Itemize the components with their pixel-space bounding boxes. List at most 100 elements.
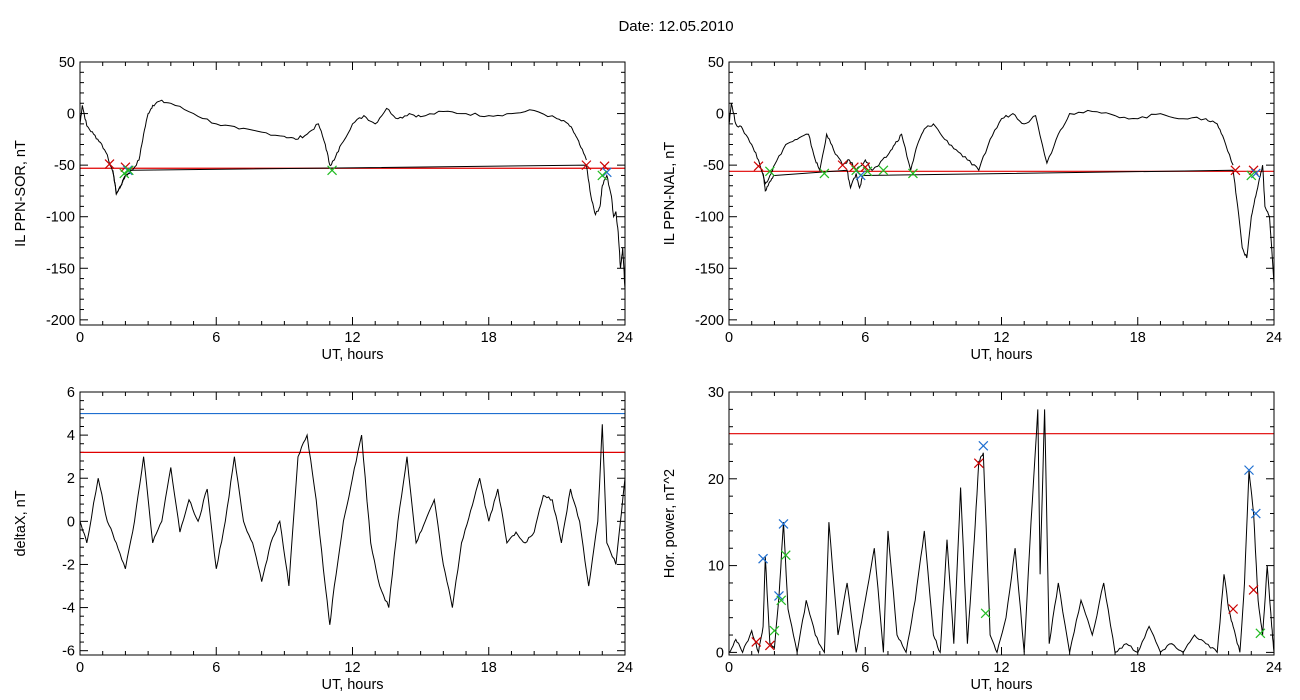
y-tick-label: 2 bbox=[67, 471, 75, 487]
y-axis-label: deltaX, nT bbox=[13, 490, 29, 556]
x-axis-label: UT, hours bbox=[970, 347, 1032, 363]
x-tick-label: 6 bbox=[861, 330, 869, 346]
x-axis-label: UT, hours bbox=[321, 677, 383, 693]
event-marker bbox=[1244, 465, 1254, 476]
x-tick-label: 0 bbox=[76, 330, 84, 346]
event-marker bbox=[1255, 628, 1266, 639]
marker-stroke bbox=[1250, 508, 1261, 519]
event-marker bbox=[581, 160, 592, 171]
marker-stroke bbox=[597, 170, 608, 181]
plot-frame bbox=[728, 61, 1275, 326]
y-tick-label: 10 bbox=[708, 559, 724, 575]
event-marker bbox=[1248, 584, 1259, 595]
event-marker bbox=[878, 165, 889, 176]
event-marker bbox=[769, 625, 780, 636]
data-layer-hor bbox=[729, 409, 1274, 655]
y-tick-label: 4 bbox=[67, 428, 75, 444]
event-marker bbox=[1228, 604, 1239, 614]
y-axis-label: Hor. power, nT^2 bbox=[662, 469, 678, 578]
data-layer-nal bbox=[729, 103, 1274, 284]
marker-stroke bbox=[581, 160, 592, 171]
y-tick-label: -50 bbox=[54, 158, 75, 174]
y-tick-label: 50 bbox=[59, 55, 75, 71]
marker-stroke bbox=[751, 637, 762, 647]
marker-stroke bbox=[599, 161, 610, 172]
x-tick-label: 12 bbox=[993, 330, 1009, 346]
marker-stroke bbox=[764, 640, 775, 651]
data-series-blue bbox=[762, 165, 1274, 284]
event-marker bbox=[119, 168, 130, 179]
event-marker bbox=[751, 637, 762, 647]
y-tick-label: -100 bbox=[695, 210, 724, 226]
marker-stroke bbox=[758, 553, 768, 564]
event-marker bbox=[599, 161, 610, 172]
marker-stroke bbox=[780, 550, 791, 561]
event-marker bbox=[758, 553, 768, 564]
chart-hor: 0 6 12 18 24 30 20 10 0 UT, hours Hor. power, nT^2 bbox=[662, 385, 1282, 693]
x-tick-label: 12 bbox=[993, 660, 1009, 676]
event-marker bbox=[1230, 165, 1241, 176]
x-tick-label: 18 bbox=[481, 660, 497, 676]
event-marker bbox=[764, 640, 775, 651]
x-tick-label: 6 bbox=[212, 330, 220, 346]
marker-stroke bbox=[778, 519, 789, 529]
event-marker bbox=[597, 170, 608, 181]
y-tick-label: 20 bbox=[708, 472, 724, 488]
marker-stroke bbox=[1244, 465, 1254, 476]
y-tick-label: -50 bbox=[703, 158, 724, 174]
data-series-black bbox=[729, 103, 1234, 185]
event-marker bbox=[778, 519, 789, 529]
event-marker bbox=[978, 440, 989, 451]
plot-frame bbox=[79, 391, 626, 656]
marker-stroke bbox=[973, 458, 984, 469]
marker-stroke bbox=[980, 608, 991, 619]
x-tick-label: 0 bbox=[76, 660, 84, 676]
x-tick-label: 24 bbox=[617, 660, 633, 676]
marker-stroke bbox=[753, 161, 764, 172]
event-marker bbox=[776, 595, 787, 606]
x-tick-label: 6 bbox=[861, 660, 869, 676]
plot-frame bbox=[728, 391, 1275, 656]
marker-stroke bbox=[878, 165, 889, 176]
marker-stroke bbox=[1248, 584, 1259, 595]
marker-stroke bbox=[851, 165, 862, 176]
x-tick-label: 6 bbox=[212, 660, 220, 676]
event-marker bbox=[819, 168, 830, 179]
y-tick-label: -2 bbox=[62, 557, 75, 573]
data-series-black bbox=[80, 424, 625, 625]
marker-stroke bbox=[104, 159, 115, 170]
x-axis-label: UT, hours bbox=[970, 677, 1032, 693]
event-marker bbox=[851, 165, 862, 176]
y-tick-label: 6 bbox=[67, 385, 75, 401]
marker-stroke bbox=[908, 168, 918, 179]
chart-deltax: 0 6 12 18 24 6 4 2 0 -2 -4 -6 UT, hours deltaX, nT bbox=[13, 385, 633, 693]
marker-stroke bbox=[855, 170, 866, 181]
x-tick-label: 24 bbox=[617, 330, 633, 346]
data-layer-sor bbox=[80, 99, 625, 289]
x-axis-label: UT, hours bbox=[321, 347, 383, 363]
event-marker bbox=[908, 168, 918, 179]
event-marker bbox=[104, 159, 115, 170]
y-axis-label: IL PPN-NAL, nT bbox=[662, 142, 678, 246]
event-marker bbox=[862, 166, 873, 177]
marker-stroke bbox=[862, 166, 873, 177]
y-tick-label: 0 bbox=[716, 645, 724, 661]
event-marker bbox=[780, 550, 791, 561]
plot-frame bbox=[79, 61, 626, 326]
event-marker bbox=[837, 160, 848, 171]
marker-stroke bbox=[123, 165, 134, 176]
marker-stroke bbox=[819, 168, 830, 179]
x-tick-label: 0 bbox=[725, 330, 733, 346]
figure-title: Date: 12.05.2010 bbox=[618, 18, 734, 35]
marker-stroke bbox=[1246, 170, 1257, 181]
chart-sor: 0 6 12 18 24 50 0 -50 -100 -150 -200 UT, hours IL PP… bbox=[13, 55, 633, 363]
y-tick-label: -100 bbox=[46, 210, 75, 226]
marker-stroke bbox=[776, 595, 787, 606]
y-tick-label: -6 bbox=[62, 644, 75, 660]
data-series-black bbox=[729, 409, 1274, 655]
marker-stroke bbox=[601, 167, 612, 178]
marker-stroke bbox=[860, 162, 871, 173]
event-marker bbox=[1250, 508, 1261, 519]
x-tick-label: 18 bbox=[1130, 330, 1146, 346]
x-tick-label: 24 bbox=[1266, 330, 1282, 346]
